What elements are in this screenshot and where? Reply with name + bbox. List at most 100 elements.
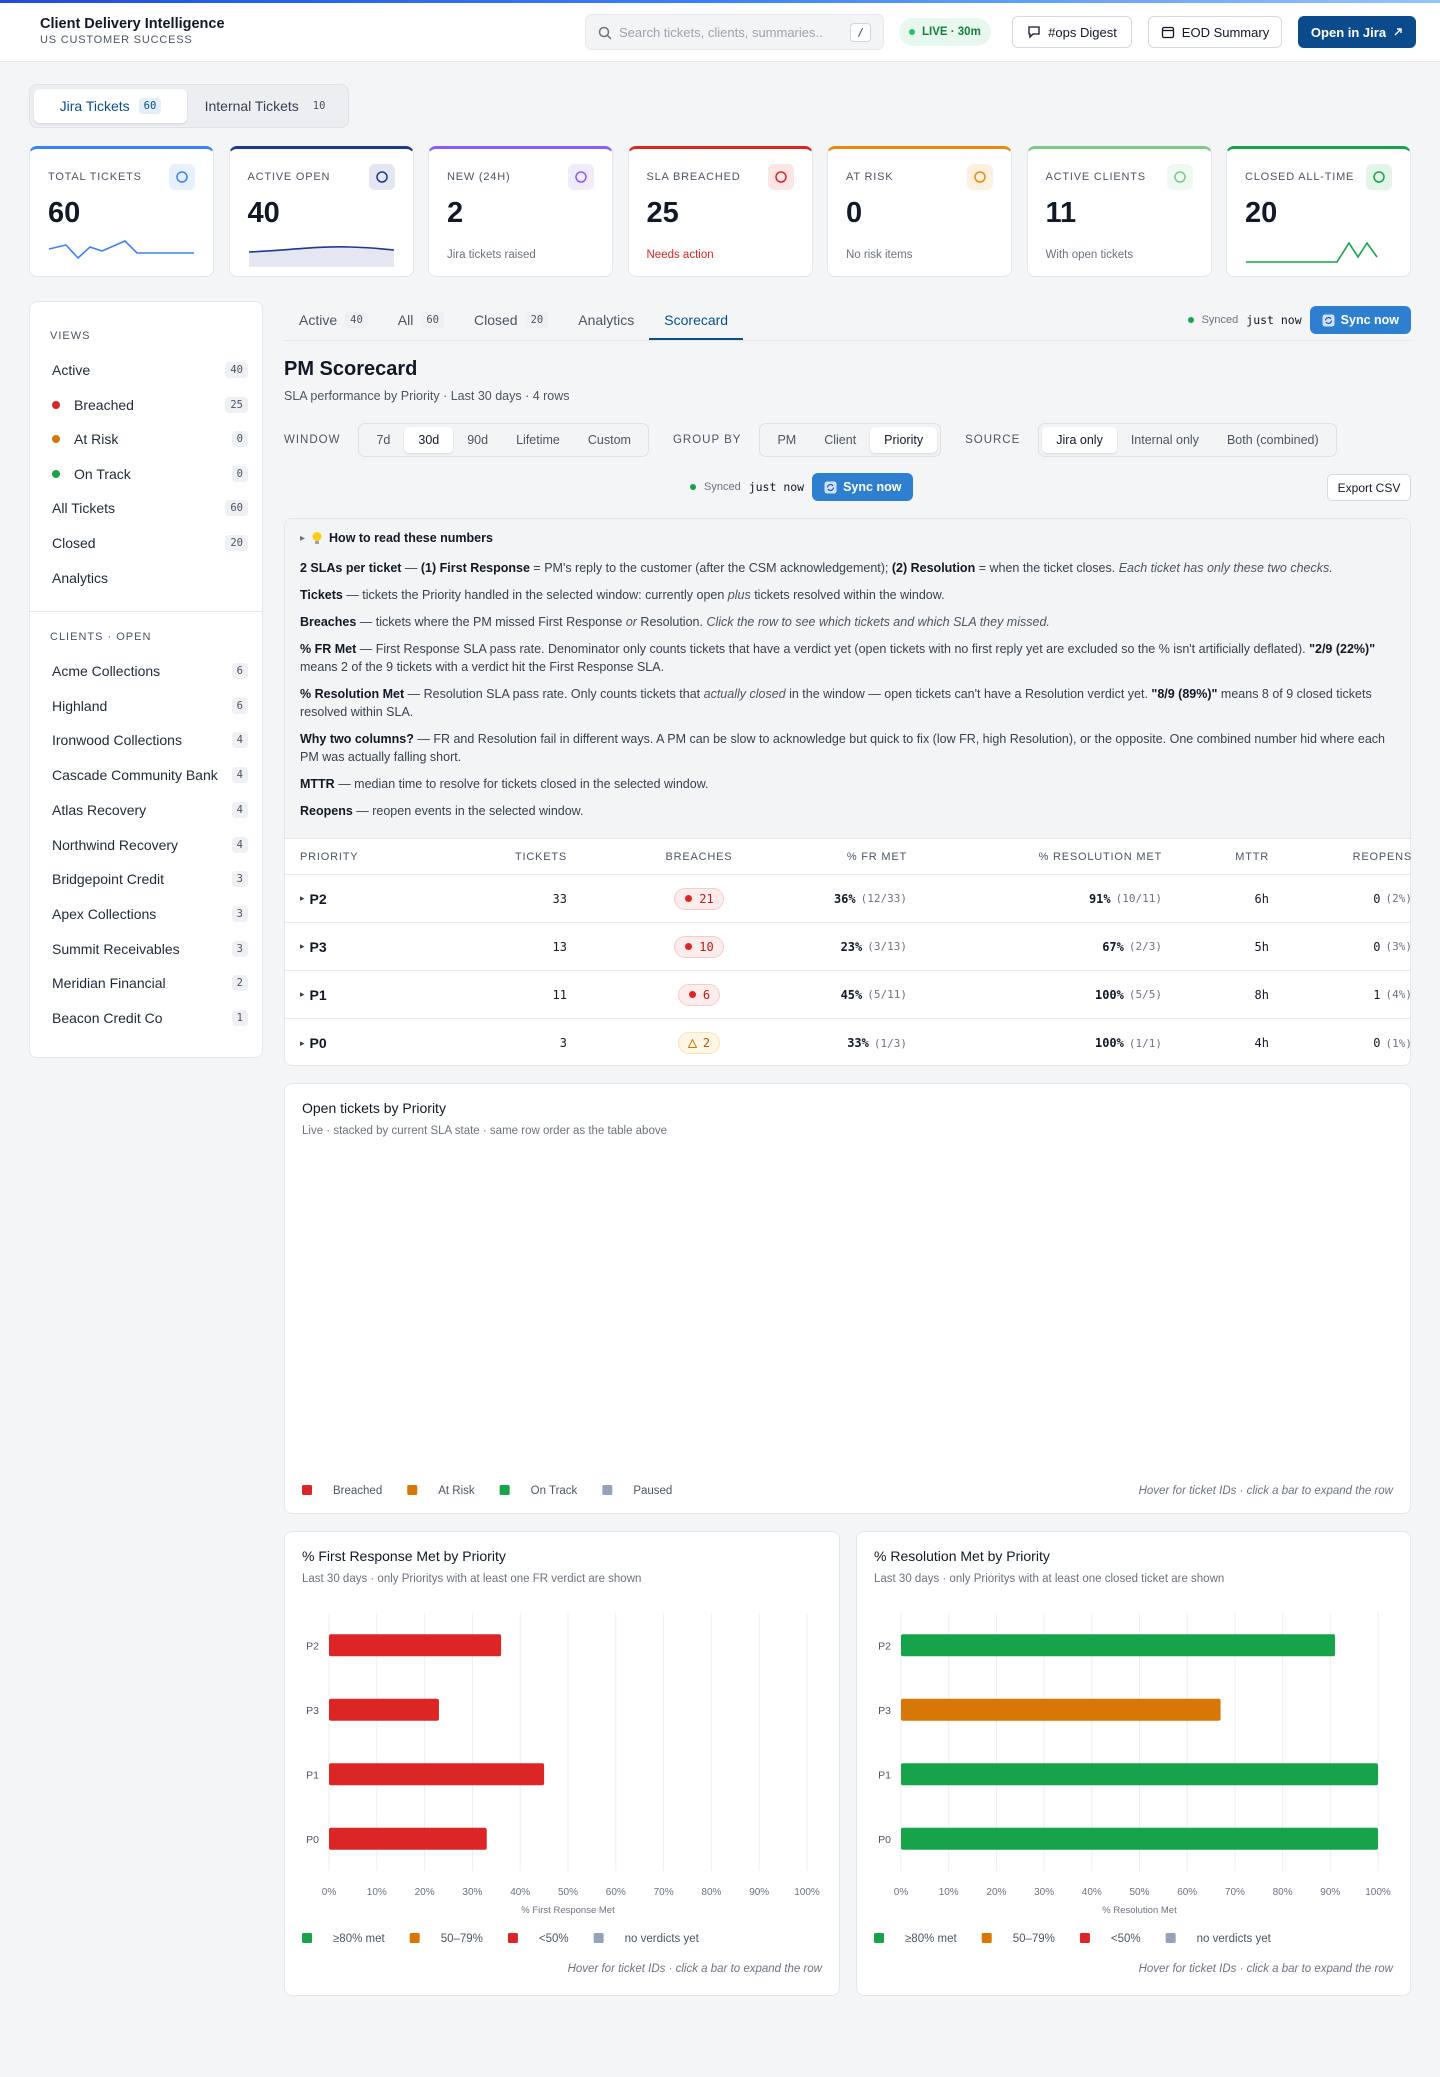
kpi-icon (1166, 164, 1193, 190)
cell-value: 33% (847, 1036, 869, 1050)
kpi-icon (767, 164, 794, 190)
table-row[interactable]: ▸ P2 33 21 36% (12/33) 91% (10/11) 6h 0 (2%) (285, 875, 1412, 923)
kpi-card: ACTIVE CLIENTS 11 With open tickets (1026, 146, 1212, 277)
sync-row: Synced just now Sync now (1187, 306, 1411, 334)
client-item[interactable]: Highland 6 (52, 692, 248, 720)
table-row[interactable]: ▸ P3 13 10 23% (3/13) 67% (2/3) 5h 0 (3%) (285, 923, 1412, 971)
filter-option[interactable]: 30d (404, 427, 454, 453)
help-paragraph: % Resolution Met — Resolution SLA pass r… (300, 685, 1395, 721)
client-count: 4 (231, 801, 248, 818)
icon-shape (575, 171, 587, 183)
view-item[interactable]: All Tickets 60 (52, 494, 248, 522)
client-item[interactable]: Apex Collections 3 (52, 900, 248, 928)
main-tab[interactable]: Analytics (563, 302, 649, 340)
filter-option[interactable]: PM (777, 433, 797, 447)
main-tab[interactable]: Active 40 (284, 302, 383, 340)
view-count: 0 (231, 465, 248, 482)
chart: % First Response Met by Priority Last 30 … (302, 1548, 823, 1975)
client-item[interactable]: Cascade Community Bank 4 (52, 761, 248, 789)
filter-option[interactable]: Lifetime (516, 433, 560, 447)
cell: 0 (3%) (1269, 940, 1412, 954)
client-item[interactable]: Meridian Financial 2 (52, 969, 248, 997)
legend-swatch (593, 1933, 604, 1943)
table-row[interactable]: ▸ P0 3 2 33% (1/3) 100% (1/1) 4h 0 (1%) (285, 1019, 1413, 1067)
tab-count: 60 (421, 312, 444, 328)
help-text: means 8 of 9 closed tickets resolved wit… (300, 687, 1372, 719)
client-item[interactable]: Summit Receivables 3 (52, 935, 248, 963)
help-text: % FR Met (300, 642, 357, 656)
kpi-note: Jira tickets raised (447, 249, 536, 261)
search-box[interactable]: Search tickets, clients, summaries.. / (585, 14, 884, 50)
filter-option[interactable]: Custom (587, 433, 631, 447)
chart-card: % First Response Met by Priority Last 30 … (284, 1531, 840, 1996)
filter-label: SOURCE (965, 434, 1021, 446)
column-header: % FR MET (846, 850, 907, 863)
filter-option[interactable]: 90d (467, 433, 489, 447)
client-count: 3 (231, 905, 248, 922)
sync-button[interactable]: Sync now (1309, 306, 1411, 334)
kpi-icon (368, 164, 395, 190)
kpi-label: CLOSED ALL-TIME (1245, 171, 1355, 183)
column-header: MTTR (1235, 850, 1269, 863)
view-item[interactable]: Analytics (52, 564, 248, 592)
section-title: CLIENTS · OPEN (50, 631, 152, 643)
breach-count: 2 (702, 1036, 711, 1050)
view-item[interactable]: Active 40 (52, 356, 248, 384)
kpi-note: Needs action (646, 249, 714, 261)
source-tab[interactable]: Internal Tickets 10 (191, 89, 344, 123)
cell: 91% (10/11) (907, 892, 1162, 906)
client-item[interactable]: Beacon Credit Co 1 (52, 1004, 248, 1032)
ops-digest-button[interactable]: #ops Digest (1012, 16, 1132, 48)
sync-status: Synced (1201, 314, 1239, 326)
cell-detail: (1%) (1385, 1036, 1413, 1050)
icon-shape (685, 895, 693, 902)
client-item[interactable]: Ironwood Collections 4 (52, 726, 248, 754)
bar (901, 1698, 1221, 1721)
table-row[interactable]: ▸ P1 11 6 45% (5/11) 100% (5/5) 8h 1 (4%) (285, 971, 1412, 1019)
eod-summary-button[interactable]: EOD Summary (1148, 16, 1282, 48)
help-panel[interactable]: ▸ How to read these numbers 2 SLAs per tic… (285, 519, 1410, 839)
legend-swatch (407, 1485, 418, 1495)
breach-icon (685, 895, 693, 902)
view-label: Analytics (52, 569, 109, 586)
tab-label: Scorecard (664, 312, 729, 328)
client-item[interactable]: Northwind Recovery 4 (52, 831, 248, 859)
filter-option[interactable]: Priority (870, 427, 938, 453)
view-item[interactable]: On Track 0 (52, 460, 248, 488)
client-item[interactable]: Bridgepoint Credit 3 (52, 865, 248, 893)
filter-option[interactable]: Client (824, 433, 857, 447)
x-tick-label: 30% (462, 1887, 482, 1898)
kpi-icon (967, 164, 993, 190)
main-tab[interactable]: Closed 20 (459, 302, 563, 340)
app-title: Client Delivery Intelligence (40, 16, 225, 32)
view-item[interactable]: Breached 25 (52, 391, 248, 419)
open-in-jira-button[interactable]: Open in Jira (1298, 16, 1416, 48)
icon-glyph (176, 171, 188, 183)
kpi-label: NEW (24H) (447, 171, 511, 183)
legend-swatch (409, 1933, 420, 1943)
main-tab[interactable]: Scorecard (649, 302, 744, 340)
client-item[interactable]: Atlas Recovery 4 (52, 796, 248, 824)
priority: P3 (309, 938, 327, 955)
sparkline (1246, 241, 1378, 263)
kpi-note: No risk items (846, 249, 913, 261)
x-tick-label: 0% (322, 1887, 337, 1898)
filter-option[interactable]: Internal only (1130, 433, 1199, 447)
filter-option[interactable]: Both (combined) (1226, 433, 1319, 447)
cell-value: 23% (840, 939, 863, 954)
bulb-icon (312, 532, 322, 544)
source-tab[interactable]: Jira Tickets 60 (34, 89, 187, 123)
client-label: Summit Receivables (52, 940, 180, 957)
client-label: Apex Collections (52, 905, 157, 922)
main-tab[interactable]: All 60 (383, 302, 459, 340)
export-csv-button[interactable]: Export CSV (1327, 474, 1411, 501)
help-text: Click the row to see which tickets and w… (706, 615, 1050, 629)
client-item[interactable]: Acme Collections 6 (52, 657, 248, 685)
view-item[interactable]: Closed 20 (52, 529, 248, 557)
chart-title: % Resolution Met by Priority (874, 1548, 1050, 1564)
sync-button[interactable]: Sync now (812, 473, 914, 501)
view-item[interactable]: At Risk 0 (52, 425, 248, 453)
filter-option[interactable]: Jira only (1042, 427, 1117, 453)
filter-option[interactable]: 7d (376, 433, 391, 447)
help-text: "8/9 (89%)" (1151, 687, 1218, 701)
